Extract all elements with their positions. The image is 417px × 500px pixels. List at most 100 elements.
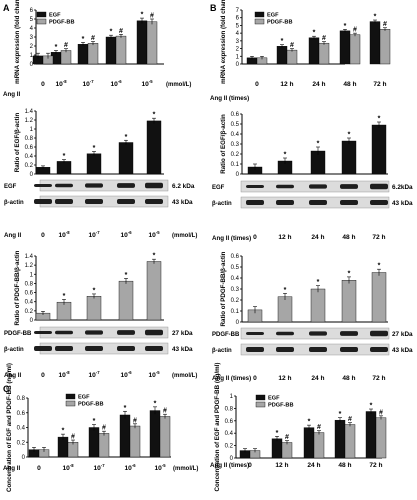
- legend-label: PDGF-BB: [49, 20, 74, 26]
- x-tick-label: 12 h: [280, 81, 293, 88]
- y-tick-label: 0.8: [25, 281, 34, 287]
- significance-mark: *: [125, 134, 128, 141]
- bar-egf: [271, 438, 283, 459]
- y-tick-label: 0.1: [231, 162, 240, 168]
- x-tick-label: 12 h: [278, 234, 291, 241]
- significance-mark: *: [62, 428, 65, 435]
- chart-a3: 0 0.2 0.4 0.6 0.8 1 1.2 1.4 Ratio of PDGF-BB/β-a…: [14, 250, 164, 325]
- x-tick-label: 10-8: [55, 79, 67, 88]
- blot-kda-label: 6.2kDa: [392, 184, 413, 191]
- x-axis-title: Ang II: [4, 232, 21, 239]
- bar-egf: [369, 21, 381, 65]
- bar-egf: [341, 140, 357, 175]
- y-tick-label: 0.6: [231, 112, 240, 118]
- blot-row-label: EGF: [4, 184, 17, 190]
- blot-band: [309, 200, 327, 205]
- blot-band: [246, 332, 264, 335]
- y-tick-label: 0: [236, 320, 240, 326]
- significance-mark: #: [348, 416, 352, 423]
- significance-mark: *: [153, 112, 156, 119]
- blot-band: [309, 184, 327, 189]
- y-tick-label: 1.4: [25, 254, 34, 260]
- y-tick-label: 0.5: [231, 265, 240, 271]
- y-tick-label: 3: [236, 39, 240, 45]
- significance-mark: *: [378, 116, 381, 123]
- bar-pdgf-bb: [60, 50, 72, 65]
- bar-egf: [276, 46, 288, 65]
- bar-pdgf-bb: [375, 417, 387, 459]
- bar-egf: [308, 37, 320, 65]
- y-tick-label: 1: [30, 127, 34, 133]
- y-axis-label: Ratio of EGF/β-actin: [14, 113, 21, 173]
- blot-band: [340, 200, 358, 205]
- significance-mark: *: [82, 36, 85, 43]
- y-tick-label: 1: [230, 394, 234, 400]
- bar-pdgf-bb: [146, 261, 162, 321]
- x-tick-label: 0: [41, 372, 45, 379]
- panel-label-c: C: [3, 384, 10, 394]
- x-tick-label: 12 h: [278, 375, 291, 382]
- y-tick-label: 4: [236, 31, 240, 37]
- blot-row-label: β-actin: [4, 200, 24, 206]
- x-tick-label: 48 h: [338, 462, 351, 469]
- x-tick-label: 24 h: [312, 81, 325, 88]
- blot-band: [276, 184, 294, 189]
- legend-label: PDGF-BB: [78, 402, 103, 408]
- legend-swatch-egf: [255, 394, 266, 401]
- significance-mark: *: [348, 270, 351, 277]
- y-tick-label: 0.2: [231, 152, 240, 158]
- significance-mark: *: [276, 430, 279, 437]
- x-tick-label: 10-5: [148, 230, 160, 239]
- y-tick-label: 0.4: [17, 426, 26, 432]
- y-axis-label: Ratio of PDGF-BB/β-actin: [220, 251, 227, 326]
- y-tick-label: 0.4: [25, 154, 34, 160]
- blot-band: [276, 347, 294, 352]
- y-tick-label: 7: [236, 8, 240, 14]
- bar-egf: [371, 124, 387, 175]
- y-tick-label: 0.8: [25, 136, 34, 142]
- bar-pdgf-bb: [281, 442, 293, 459]
- y-tick-label: 0.2: [231, 298, 240, 304]
- x-tick-label-exponent: -8: [66, 230, 70, 235]
- blot-band: [117, 330, 135, 335]
- x-tick-label-exponent: -8: [63, 79, 67, 84]
- y-tick-label: 0.3: [231, 287, 240, 293]
- significance-mark: *: [378, 263, 381, 270]
- y-tick-label: 0.4: [231, 132, 240, 138]
- legend-label: EGF: [49, 13, 61, 19]
- panel-label-b: B: [210, 3, 217, 13]
- blot-band: [246, 185, 264, 188]
- x-tick-label: 10-7: [82, 79, 94, 88]
- blot-band: [85, 346, 103, 351]
- significance-mark: *: [125, 272, 128, 279]
- blot-band: [276, 200, 294, 205]
- y-tick-label: 6: [236, 16, 240, 22]
- panel-label-a: A: [3, 3, 10, 13]
- bar-pdgf-bb: [371, 272, 387, 323]
- y-tick-label: 1.2: [25, 263, 34, 269]
- x-tick-label-exponent: -6: [118, 79, 122, 84]
- legend-swatch-pdgf-bb: [255, 401, 266, 408]
- blot-kda-label: 43 kDa: [392, 200, 413, 207]
- significance-mark: *: [124, 405, 127, 412]
- x-tick-label: 10-8: [58, 370, 70, 379]
- significance-mark: *: [317, 279, 320, 286]
- bar-pdgf-bb: [341, 280, 357, 323]
- blot-row-label: EGF: [212, 185, 225, 191]
- significance-mark: #: [163, 408, 167, 415]
- bar-egf: [119, 414, 131, 458]
- x-tick-label: 12 h: [275, 462, 288, 469]
- y-tick-label: 0.4: [25, 300, 34, 306]
- blot-kda-label: 43 kDa: [172, 199, 193, 206]
- x-tick-label-exponent: -7: [96, 370, 100, 375]
- y-tick-label: 0.4: [225, 431, 234, 437]
- x-tick-label: 10-5: [141, 79, 153, 88]
- y-tick-label: 0.4: [231, 276, 240, 282]
- blot-row-label: β-actin: [4, 347, 24, 353]
- significance-mark: #: [290, 42, 294, 49]
- legend-swatch-egf: [65, 393, 76, 400]
- y-tick-label: 1.2: [25, 118, 34, 124]
- x-tick-label-exponent: -6: [128, 230, 132, 235]
- y-tick-label: 6: [30, 8, 34, 14]
- bar-pdgf-bb: [286, 49, 298, 65]
